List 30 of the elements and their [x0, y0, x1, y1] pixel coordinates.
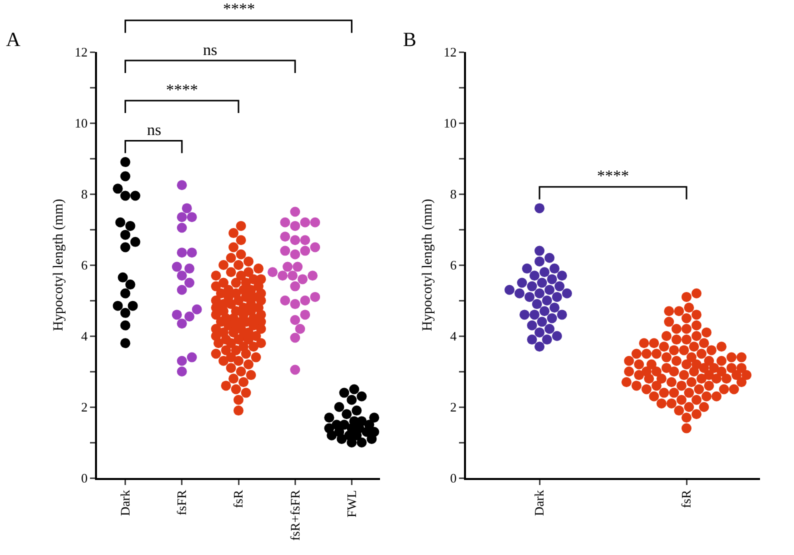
x-tick-label: FWL	[344, 490, 359, 518]
annotation: ****	[166, 82, 198, 99]
y-tick-label: 4	[81, 328, 88, 344]
y-axis-title: Hypocotyl length (mm)	[420, 198, 436, 332]
x-tick-label: fsFR	[174, 490, 190, 516]
y-tick-label: 6	[81, 258, 88, 273]
y-tick-label: 0	[450, 470, 457, 486]
y-tick-label: 2	[450, 400, 457, 415]
y-tick-label: 8	[81, 186, 88, 202]
x-tick-label: fsR	[230, 490, 246, 508]
y-tick-label: 10	[444, 116, 457, 131]
y-tick-label: 10	[74, 116, 88, 131]
x-tick-label: fsR+fsFR	[287, 490, 302, 541]
y-tick-label: 0	[81, 470, 88, 486]
x-tick-label: Dark	[118, 490, 133, 516]
y-tick-label: 4	[450, 328, 458, 344]
x-tick-label: fsR	[678, 490, 694, 508]
annotation: ns	[147, 122, 162, 139]
y-tick-label: 8	[450, 186, 457, 202]
x-tick-label: Dark	[532, 490, 547, 516]
chart-title: A	[6, 29, 21, 51]
y-tick-label: 2	[81, 400, 88, 415]
text: ****	[223, 1, 255, 18]
y-axis-title: Hypocotyl length (mm)	[52, 198, 67, 332]
y-tick-label: 6	[450, 258, 458, 273]
annotation: ****	[597, 168, 629, 185]
y-tick-label: 12	[74, 44, 88, 60]
y-tick-label: 12	[444, 44, 457, 60]
chart-title: B	[403, 29, 416, 51]
annotation: ns	[203, 42, 218, 59]
